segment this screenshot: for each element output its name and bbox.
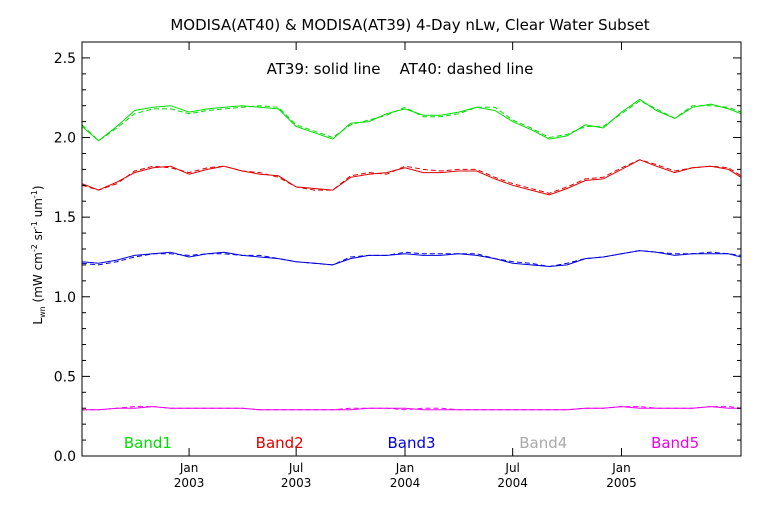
band1-dashed-line [81,100,742,142]
x-tick-year-label: 2003 [281,476,312,490]
axes-layer: 0.00.51.01.52.02.5Jan2003Jul2003Jan2004J… [54,41,742,490]
y-axis-label-um: um [31,198,45,221]
series-layer [81,98,742,411]
legend-band5: Band5 [651,434,699,452]
y-axis-label-sup3: -1 [30,190,39,198]
y-axis-label: Lwn (mW cm-2 sr-1 um-1) [30,185,47,324]
y-tick-label: 1.5 [54,210,76,226]
y-axis-label-sup2: -1 [30,221,39,229]
y-axis-label-main: L [31,318,45,325]
y-axis-label-sub: wn [38,306,47,318]
band1-solid-line [81,98,742,142]
band3-dashed-line [81,250,742,268]
band2-solid-line [81,159,742,196]
x-tick-month-label: Jul [504,461,519,475]
y-axis-label-mid: sr [31,229,45,244]
y-axis-label-rest: (mW cm [31,252,45,306]
y-axis-label-sup1: -2 [30,244,39,252]
x-tick-year-label: 2004 [390,476,421,490]
x-tick-year-label: 2003 [174,476,205,490]
chart-title: MODISA(AT40) & MODISA(AT39) 4-Day nLw, C… [170,16,649,34]
x-tick-month-label: Jul [288,461,303,475]
band3-solid-line [81,250,742,268]
legend-band3: Band3 [387,434,435,452]
x-tick-month-label: Jan [395,461,415,475]
band2-dashed-line [81,159,742,194]
x-tick-month-label: Jan [179,461,199,475]
svg-text:Lwn (mW cm-2 sr-1 um-1): Lwn (mW cm-2 sr-1 um-1) [30,185,47,324]
line-style-annotation: AT39: solid line AT40: dashed line [267,60,534,78]
plot-frame [81,41,742,457]
x-tick-month-label: Jan [611,461,631,475]
y-tick-label: 0.0 [54,449,76,465]
y-tick-label: 1.0 [54,290,76,306]
y-tick-label: 2.0 [54,131,76,147]
x-tick-year-label: 2004 [497,476,528,490]
x-tick-year-label: 2005 [606,476,637,490]
y-tick-label: 0.5 [54,369,76,385]
y-axis-label-end: ) [31,185,45,190]
y-tick-label: 2.5 [54,51,76,67]
band5-dashed-line [82,406,742,411]
legend-band2: Band2 [256,434,304,452]
legend: Band1 Band2 Band3 Band4 Band5 [124,434,699,452]
legend-band1: Band1 [124,434,172,452]
legend-band4: Band4 [519,434,567,452]
